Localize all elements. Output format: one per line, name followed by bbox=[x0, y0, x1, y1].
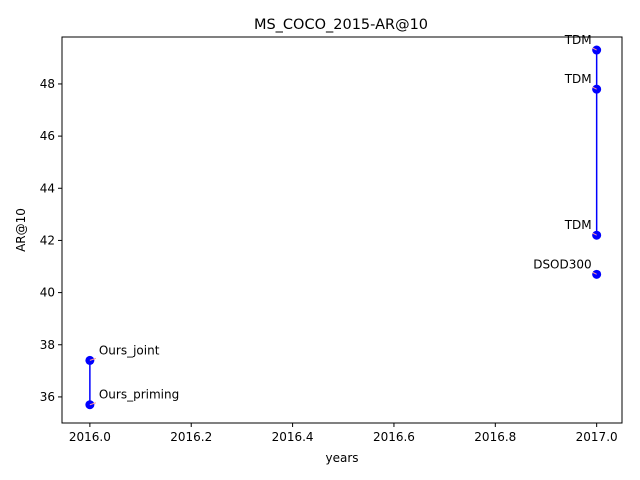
annotation-arrow bbox=[89, 357, 97, 361]
chart-title: MS_COCO_2015-AR@10 bbox=[254, 17, 428, 33]
x-tick-label: 2016.2 bbox=[170, 430, 212, 444]
point-annotation: TDM bbox=[564, 72, 592, 86]
point-annotation: DSOD300 bbox=[533, 257, 591, 271]
annotation-arrow bbox=[592, 232, 597, 236]
x-axis-label: years bbox=[325, 451, 358, 465]
plot-frame bbox=[61, 36, 623, 424]
point-annotation: TDM bbox=[564, 33, 592, 47]
plot-area: 2016.0 2016.2 2016.4 2016.6 2016.8 2017.0 36 38… bbox=[40, 33, 618, 444]
point-annotation: Ours_joint bbox=[99, 343, 160, 357]
x-tick-label: 2017.0 bbox=[576, 430, 618, 444]
point-annotation: Ours_priming bbox=[99, 388, 179, 402]
y-axis-label: AR@10 bbox=[14, 208, 28, 252]
annotation-arrow bbox=[592, 271, 597, 275]
y-tick-label: 38 bbox=[40, 338, 55, 352]
x-tick-label: 2016.0 bbox=[69, 430, 111, 444]
y-tick-label: 44 bbox=[40, 181, 55, 195]
annotation-arrow bbox=[592, 47, 597, 51]
y-tick-label: 48 bbox=[40, 77, 55, 91]
annotation-arrow bbox=[592, 86, 597, 90]
x-tick-label: 2016.6 bbox=[373, 430, 415, 444]
annotation-arrow bbox=[89, 402, 97, 406]
y-tick-label: 42 bbox=[40, 233, 55, 247]
y-tick-label: 46 bbox=[40, 129, 55, 143]
x-tick-label: 2016.4 bbox=[272, 430, 314, 444]
y-tick-label: 40 bbox=[40, 286, 55, 300]
point-annotation: TDM bbox=[564, 218, 592, 232]
y-tick-label: 36 bbox=[40, 390, 55, 404]
x-tick-label: 2016.8 bbox=[474, 430, 516, 444]
